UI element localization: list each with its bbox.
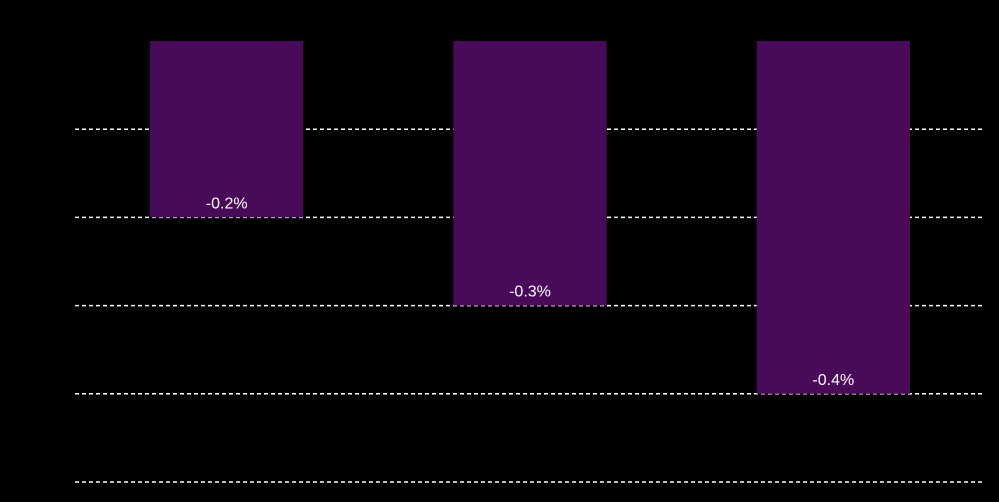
bar-0: [150, 41, 304, 218]
data-labels: -0.2% -0.3% -0.4%: [206, 195, 854, 388]
bar-label-1: -0.3%: [509, 284, 551, 301]
bars: [150, 41, 910, 394]
bar-2: [756, 41, 910, 394]
bar-label-2: -0.4%: [812, 372, 854, 389]
bar-label-0: -0.2%: [206, 195, 248, 212]
bar-1: [453, 41, 607, 306]
